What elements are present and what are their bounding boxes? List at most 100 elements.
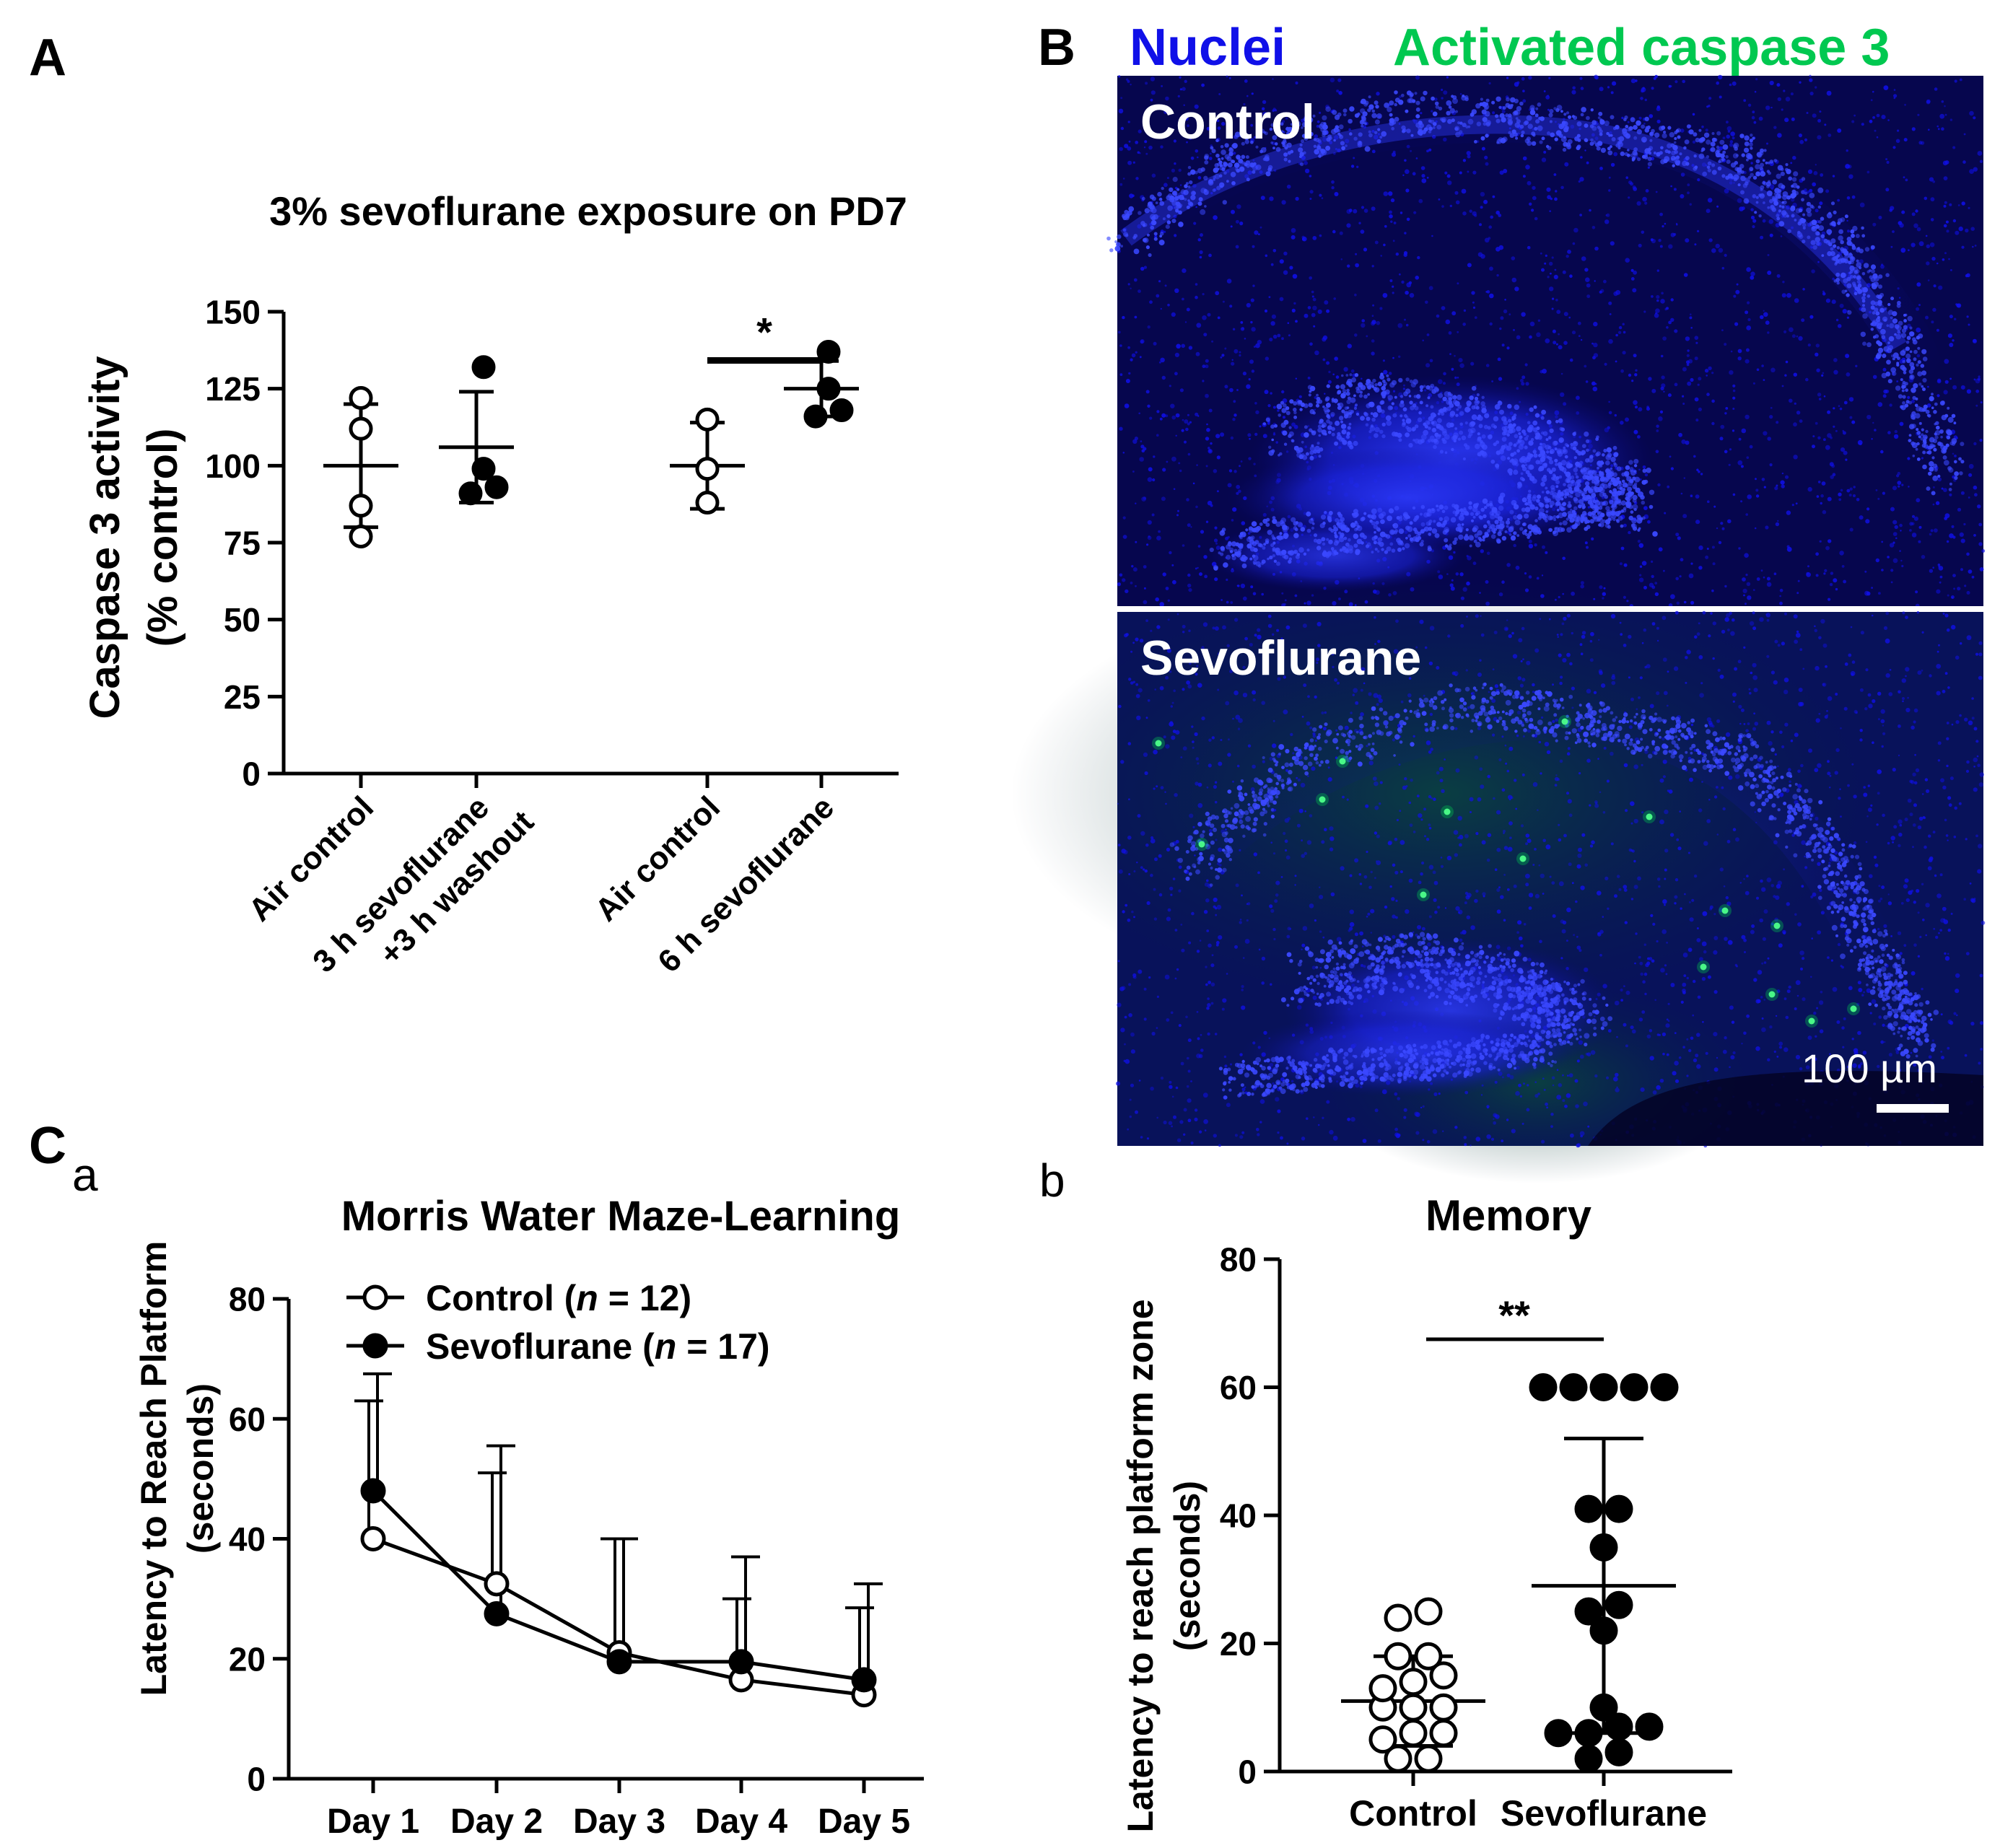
- chart-cb-mean-sd: [1532, 1437, 1676, 1735]
- chart-ca-point: [484, 1571, 510, 1597]
- chart-cb-categories: Control Sevoflurane: [1349, 1793, 1707, 1834]
- chart-a-point: [349, 385, 373, 410]
- chart-a-point: [458, 481, 483, 506]
- chart-cb-point: [1559, 1373, 1588, 1401]
- legend-sevoflurane-marker: [362, 1333, 388, 1359]
- chart-a-point: [695, 457, 720, 481]
- chart-cb-point: [1574, 1494, 1603, 1523]
- chart-a-point: [803, 404, 828, 429]
- chart-ca-categories: Day 1 Day 2 Day 3 Day 4 Day 5: [327, 1803, 910, 1841]
- legend-sevoflurane-label: Sevoflurane (n = 17): [426, 1326, 770, 1367]
- chart-cb-point: [1635, 1712, 1664, 1741]
- chart-ca-x-tick-label: Day 5: [818, 1803, 910, 1841]
- chart-cb-ylabel-2: (seconds): [1167, 1481, 1208, 1651]
- chart-ca-x-tick-label: Day 4: [695, 1803, 787, 1841]
- chart-cb-ylabel-1: Latency to reach platform zone: [1120, 1299, 1161, 1832]
- chart-cb-point: [1589, 1616, 1618, 1645]
- chart-cb-point: [1589, 1533, 1618, 1562]
- chart-ca-point: [360, 1478, 386, 1504]
- legend-control-marker: [362, 1284, 388, 1310]
- chart-ca-legend: Control (n = 12) Sevoflurane (n = 17): [346, 1278, 770, 1367]
- chart-a-point: [695, 491, 720, 515]
- chart-cb-point: [1414, 1597, 1443, 1626]
- chart-cb-y-tick-label: 0: [1238, 1753, 1257, 1791]
- chart-a-point: [484, 475, 509, 499]
- chart-cb-point: [1620, 1373, 1649, 1401]
- chart-cb-point: [1414, 1642, 1443, 1670]
- chart-cb-point: [1574, 1744, 1603, 1773]
- chart-cb-points: [1368, 1373, 1679, 1773]
- chart-a-ylabel-2: (% control): [139, 429, 186, 647]
- chart-ca-error-bar: [731, 1555, 760, 1662]
- chart-cb-point: [1384, 1642, 1412, 1670]
- chart-ca-y-tick-label: 40: [229, 1520, 266, 1558]
- chart-cb-point: [1589, 1693, 1618, 1722]
- chart-cb-point: [1429, 1661, 1458, 1690]
- chart-cb-point: [1604, 1738, 1633, 1766]
- chart-a-y-ticks: 0 25 50 75 100 125 150: [205, 294, 284, 793]
- chart-ca-x-tick-label: Day 1: [327, 1803, 419, 1841]
- chart-a-y-tick-label: 100: [205, 447, 261, 485]
- caspase-positive-cells: [1152, 715, 1860, 1028]
- chart-cb-significance: **: [1426, 1292, 1604, 1341]
- chart-cb-point: [1529, 1373, 1558, 1401]
- chart-cb-point: [1429, 1719, 1458, 1748]
- chart-ca-ylabel-2: (seconds): [180, 1383, 221, 1554]
- chart-cb-y-ticks: 0 20 40 60 80: [1220, 1241, 1280, 1791]
- chart-ca: Morris Water Maze-Learning Latency to Re…: [134, 1193, 924, 1841]
- chart-a-point: [829, 398, 854, 423]
- panel-letter-a: A: [29, 29, 66, 87]
- chart-ca-point: [606, 1649, 632, 1675]
- chart-ca-error-bars: [354, 1372, 883, 1695]
- chart-a-point: [695, 407, 720, 432]
- chart-a: 3% sevoflurane exposure on PD7 Caspase 3…: [82, 188, 907, 979]
- chart-a-point: [471, 355, 496, 380]
- chart-a-point: [471, 457, 496, 481]
- chart-a-y-tick-label: 50: [224, 601, 261, 639]
- chart-a-y-tick-label: 25: [224, 678, 261, 716]
- chart-a-significance-label: *: [756, 309, 772, 354]
- chart-ca-y-ticks: 0 20 40 60 80: [229, 1281, 289, 1798]
- chart-ca-x-tick-label: Day 3: [573, 1803, 665, 1841]
- chart-a-significance: *: [707, 309, 821, 364]
- chart-cb-point: [1574, 1597, 1603, 1626]
- chart-ca-point: [728, 1649, 754, 1675]
- micrograph-control-label: Control: [1140, 95, 1315, 149]
- chart-ca-x-tick-label: Day 2: [450, 1803, 543, 1841]
- chart-ca-error-bar: [363, 1372, 392, 1491]
- chart-cb-point: [1399, 1693, 1428, 1722]
- panel-letter-cb: b: [1039, 1155, 1065, 1207]
- micrograph-control-cell-layer: [1106, 90, 1965, 571]
- chart-ca-title: Morris Water Maze-Learning: [341, 1193, 901, 1240]
- chart-cb-point: [1650, 1373, 1679, 1401]
- chart-cb-point: [1604, 1590, 1633, 1619]
- chart-ca-y-tick-label: 0: [247, 1761, 266, 1798]
- chart-cb-x-tick-label: Sevoflurane: [1501, 1793, 1707, 1834]
- chart-cb-y-tick-label: 20: [1220, 1625, 1257, 1663]
- chart-cb-y-tick-label: 80: [1220, 1241, 1257, 1279]
- micrograph-sevoflurane-cell-layer: [1169, 682, 1939, 1100]
- chart-cb-point: [1384, 1744, 1412, 1773]
- chart-a-y-tick-label: 0: [242, 756, 261, 793]
- chart-cb: Memory Latency to reach platform zone (s…: [1120, 1191, 1732, 1834]
- chart-a-point: [816, 339, 841, 364]
- chart-a-title: 3% sevoflurane exposure on PD7: [269, 188, 907, 234]
- chart-ca-point: [484, 1600, 510, 1626]
- chart-cb-title: Memory: [1425, 1191, 1592, 1240]
- chart-cb-point: [1368, 1725, 1397, 1754]
- chart-cb-y-tick-label: 40: [1220, 1497, 1257, 1535]
- chart-ca-ylabel-1: Latency to Reach Platform: [134, 1241, 174, 1696]
- panel-letter-ca: a: [72, 1149, 98, 1201]
- chart-a-point: [349, 524, 373, 548]
- channel-label-nuclei: Nuclei: [1130, 19, 1285, 76]
- chart-ca-point: [360, 1526, 386, 1551]
- chart-a-y-tick-label: 150: [205, 294, 261, 331]
- chart-cb-point: [1604, 1712, 1633, 1741]
- micrograph-sevoflurane-label: Sevoflurane: [1140, 631, 1421, 686]
- chart-ca-points: [360, 1478, 877, 1708]
- chart-a-ylabel-1: Caspase 3 activity: [82, 356, 128, 719]
- chart-ca-point: [851, 1667, 877, 1693]
- chart-a-error-bars: [323, 359, 859, 530]
- chart-a-point: [349, 416, 373, 441]
- micrograph-sevoflurane: Sevoflurane 100 µm: [1010, 577, 1986, 1183]
